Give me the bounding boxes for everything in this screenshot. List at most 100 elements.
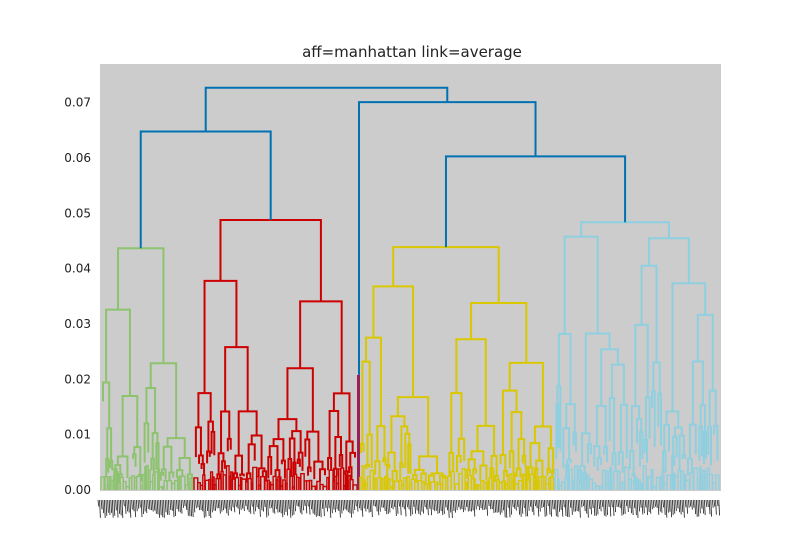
cluster_1-merge xyxy=(116,455,129,479)
leaf-label-mark xyxy=(292,499,295,515)
leaf-label-mark xyxy=(230,499,233,512)
leaf-label-mark xyxy=(491,499,493,510)
leaf-label-mark xyxy=(455,499,458,511)
leaf-label-mark xyxy=(235,499,237,507)
leaf-label-mark xyxy=(671,499,674,516)
leaf-label-mark xyxy=(471,499,474,511)
leaf-label-mark xyxy=(303,499,306,507)
cluster_2-leaf-link xyxy=(308,479,313,490)
leaf-label-mark xyxy=(649,499,652,514)
leaf-label-mark xyxy=(425,499,428,510)
leaf-label-mark xyxy=(409,499,412,517)
leaf-label-mark xyxy=(694,499,697,515)
leaf-label-mark xyxy=(236,499,239,509)
leaf-label-mark xyxy=(478,499,481,511)
leaf-label-mark xyxy=(284,499,287,512)
cluster_2-merge xyxy=(349,451,357,468)
cluster_1-merge xyxy=(137,473,143,482)
leaf-label-mark xyxy=(489,499,492,510)
cluster_4-leaf-link xyxy=(525,465,528,490)
leaf-label-mark xyxy=(502,499,505,511)
leaf-label-mark xyxy=(566,499,569,517)
leaf-label-mark xyxy=(158,499,161,518)
leaf-label-mark xyxy=(467,499,469,512)
leaf-label-mark xyxy=(419,499,421,516)
cluster_2-merge xyxy=(306,430,320,462)
leaf-label-mark xyxy=(206,499,209,512)
leaf-label-mark xyxy=(555,499,557,517)
cluster_5-leaf-link xyxy=(661,470,665,490)
leaf-label-mark xyxy=(548,499,551,515)
leaf-label-mark xyxy=(537,499,540,517)
leaf-label-mark xyxy=(651,499,653,510)
leaf-label-mark xyxy=(395,499,397,516)
leaf-label-mark xyxy=(572,499,575,512)
leaf-label-mark xyxy=(683,499,685,518)
leaf-label-mark xyxy=(350,499,353,518)
cluster_5-merge xyxy=(652,361,661,394)
leaf-label-mark xyxy=(718,499,721,516)
leaf-label-mark xyxy=(643,499,645,514)
leaf-label-mark xyxy=(227,499,229,516)
leaf-label-mark xyxy=(111,499,114,518)
leaf-label-mark xyxy=(564,499,567,516)
leaf-label-mark xyxy=(427,499,429,516)
leaf-label-mark xyxy=(574,499,577,512)
leaf-label-mark xyxy=(348,499,351,514)
cluster_4-merge xyxy=(391,469,398,481)
leaf-label-mark xyxy=(422,499,425,514)
leaf-label-mark xyxy=(270,499,273,508)
leaf-label-mark xyxy=(246,499,249,510)
cluster_5-merge xyxy=(648,237,690,284)
leaf-label-mark xyxy=(276,499,279,513)
leaf-label-mark xyxy=(614,499,617,513)
leaf-label-mark xyxy=(255,499,258,508)
leaf-label-mark xyxy=(612,499,615,516)
leaf-label-mark xyxy=(484,499,487,510)
leaf-label-mark xyxy=(695,499,698,517)
leaf-label-mark xyxy=(156,499,159,515)
leaf-label-mark xyxy=(102,499,105,514)
leaf-label-mark xyxy=(591,499,594,509)
leaf-label-mark xyxy=(567,499,570,518)
leaf-label-mark xyxy=(151,499,154,512)
cluster_4-merge xyxy=(396,396,430,457)
cluster_5-leaf-link xyxy=(595,485,600,490)
cluster_2-merge xyxy=(221,460,226,472)
leaf-label-mark xyxy=(124,499,127,514)
leaf-label-mark xyxy=(532,499,535,516)
leaf-label-mark xyxy=(380,499,383,508)
leaf-label-mark xyxy=(107,499,109,513)
leaf-label-mark xyxy=(364,499,367,512)
leaf-label-mark xyxy=(222,499,225,511)
leaf-label-mark xyxy=(558,499,561,512)
leaf-label-mark xyxy=(518,499,521,515)
leaf-label-mark xyxy=(500,499,503,513)
leaf-label-mark xyxy=(185,499,188,510)
cluster_5-leaf-link xyxy=(605,470,609,490)
leaf-label-mark xyxy=(647,499,650,512)
leaf-label-mark xyxy=(715,499,717,515)
leaf-label-mark xyxy=(340,499,343,514)
leaf-label-mark xyxy=(193,499,196,513)
cluster_5-root xyxy=(580,221,670,239)
leaf-label-mark xyxy=(305,499,308,514)
cluster_5-leaf-link xyxy=(670,477,674,490)
leaf-label-mark xyxy=(495,499,498,513)
cluster_5-merge xyxy=(555,403,560,460)
cluster_5-merge xyxy=(662,450,667,473)
leaf-label-mark xyxy=(551,499,554,510)
leaf-label-mark xyxy=(153,499,156,511)
leaf-label-mark xyxy=(215,499,218,509)
leaf-label-mark xyxy=(654,499,657,507)
leaf-label-mark xyxy=(254,499,257,512)
leaf-label-mark xyxy=(271,499,274,513)
leaf-label-mark xyxy=(159,499,162,516)
cluster_4-merge xyxy=(390,415,406,453)
cluster_2-merge xyxy=(200,463,206,476)
cluster_4-merge xyxy=(510,411,523,452)
leaf-label-mark xyxy=(273,499,276,514)
leaf-label-mark xyxy=(148,499,151,510)
cluster_5-merge xyxy=(672,435,678,458)
